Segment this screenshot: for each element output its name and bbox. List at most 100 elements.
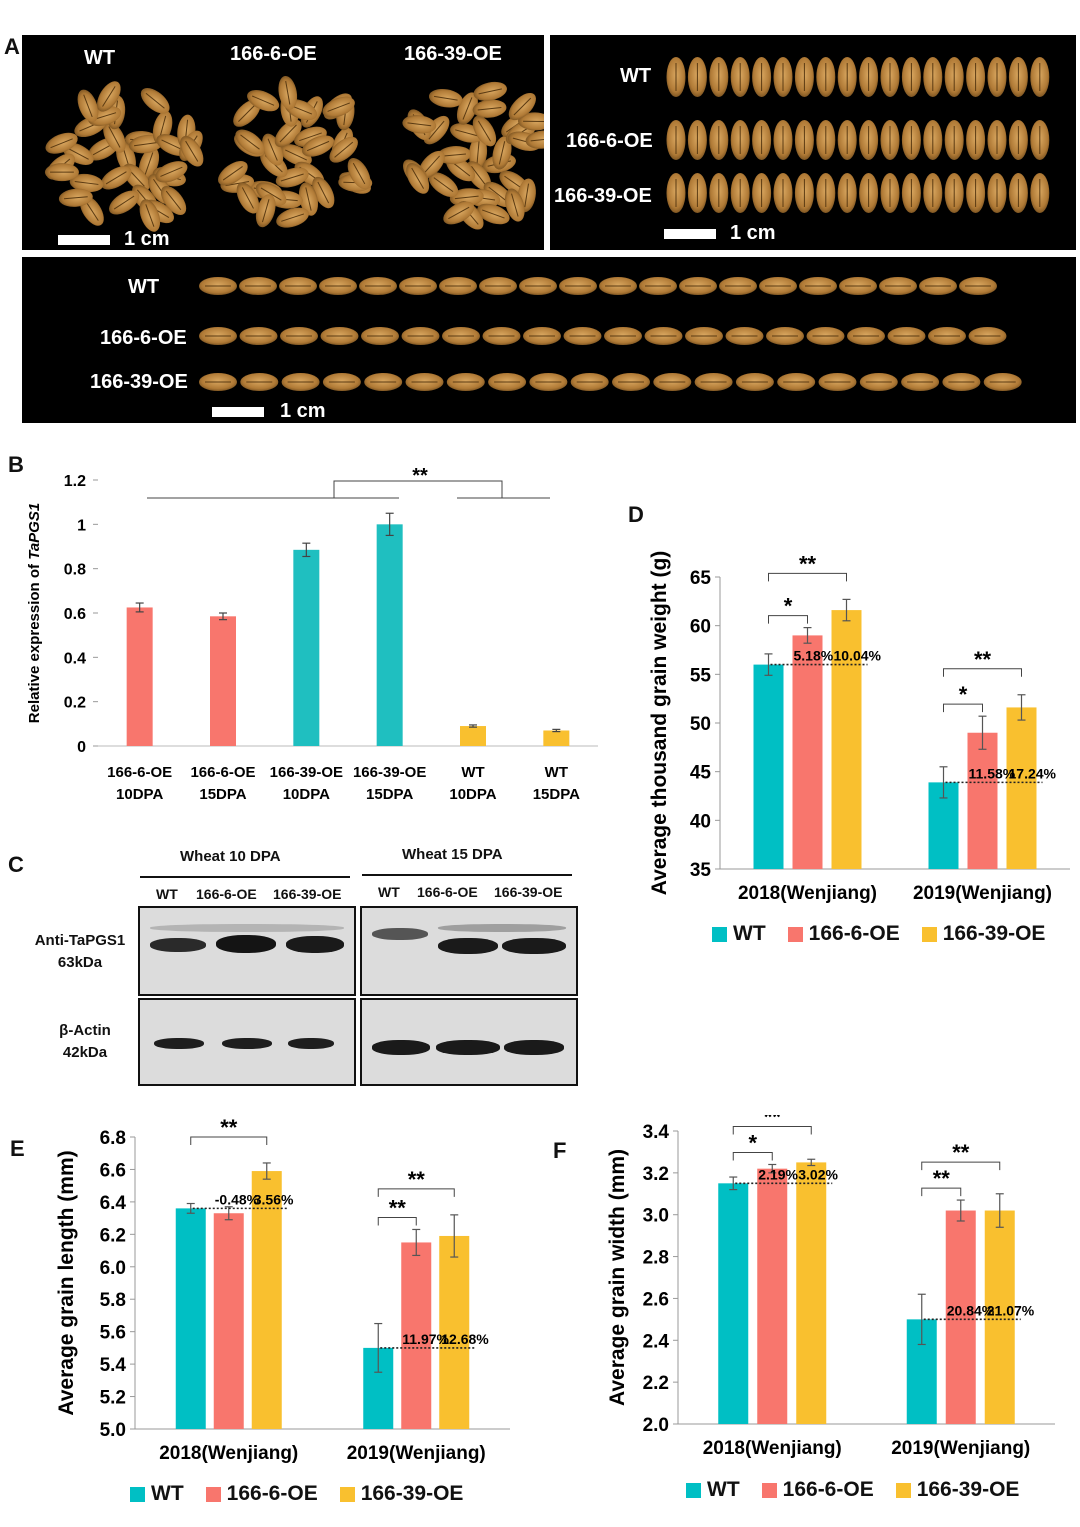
y-tick-label: 45 [690, 763, 712, 784]
grain-crease [476, 141, 480, 165]
bar [543, 730, 570, 746]
bar [1006, 707, 1037, 869]
grain-cluster-166-39 [402, 81, 560, 230]
x-tick-label: 15DPA [366, 786, 413, 803]
lane-label-wt: WT [156, 886, 178, 902]
grain-crease [455, 129, 479, 137]
significance-bracket [921, 1187, 962, 1197]
y-tick-label: 5.6 [100, 1323, 126, 1344]
photo-label-166-39: 166-39-OE [90, 371, 188, 393]
blot-row-label-tapgs1: Anti-TaPGS1 63kDa [20, 930, 140, 974]
grain-crease [261, 199, 270, 223]
bar [293, 549, 320, 746]
x-tick-label: 2019(Wenjiang) [913, 883, 1052, 904]
grain-crease [144, 152, 154, 176]
grain-crease [105, 171, 127, 185]
y-tick-label: 6.4 [100, 1193, 127, 1214]
y-tick-label: 5.0 [100, 1420, 126, 1441]
significance-label: ** [764, 1115, 782, 1129]
band [438, 938, 498, 954]
grain-crease [478, 88, 502, 95]
significance-label: * [748, 1130, 757, 1155]
band [504, 1040, 564, 1055]
percent-label: 20.84% [947, 1302, 995, 1318]
grain-crease [241, 187, 254, 209]
grain-crease [481, 209, 505, 219]
band [154, 1038, 204, 1049]
grain-crease [145, 204, 155, 227]
x-tick-label: 2018(Wenjiang) [703, 1438, 842, 1459]
blot-row-label-actin: β-Actin 42kDa [30, 1020, 140, 1064]
band [438, 924, 566, 932]
y-tick-label: 3.0 [643, 1206, 669, 1227]
y-tick-label: 50 [690, 714, 711, 735]
grain-crease [285, 149, 307, 161]
legend-swatch [895, 1482, 911, 1498]
legend-d: WT 166-6-OE 166-39-OE [712, 922, 1067, 946]
grain-crease [102, 86, 116, 107]
grain-crease [251, 95, 275, 106]
x-tick-label: 10DPA [283, 786, 330, 803]
y-tick-label: 6.0 [100, 1258, 126, 1279]
bar [796, 1162, 827, 1424]
bar [401, 1242, 432, 1429]
y-axis-title: Average thousand grain weight (g) [648, 551, 671, 896]
legend-swatch [205, 1486, 221, 1502]
grain-crease [442, 153, 466, 157]
grain-cluster-wt [44, 81, 204, 232]
significance-bracket [377, 1216, 417, 1226]
significance-bracket [333, 480, 503, 498]
molecular-weight: 63kDa [57, 954, 103, 971]
bar [792, 635, 823, 869]
grain-photo-length-rows: WT 166-6-OE 166-39-OE 1 cm [22, 257, 1076, 423]
grain-crease [423, 155, 440, 174]
grain-crease [267, 138, 278, 161]
grain-crease [260, 187, 282, 201]
y-tick-label: 55 [690, 665, 712, 686]
panel-letter-e: E [10, 1136, 25, 1161]
y-tick-label: 2.8 [643, 1248, 669, 1269]
grain-width-rows-drawing [666, 57, 1050, 213]
grain-crease [280, 173, 304, 182]
legend-swatch [339, 1486, 355, 1502]
antibody-name: β-Actin [59, 1022, 111, 1039]
x-tick-label: 166-39-OE [353, 764, 426, 781]
percent-label: 11.97% [402, 1331, 449, 1347]
photo-label-166-6: 166-6-OE [100, 327, 187, 349]
y-tick-label: 0.6 [64, 606, 86, 623]
bar [757, 1168, 788, 1424]
grain-crease [498, 141, 506, 165]
bar [126, 607, 153, 746]
grain-crease [161, 139, 184, 151]
panel-letter-c: C [8, 852, 24, 877]
legend-e: WT 166-6-OE 166-39-OE [130, 1482, 485, 1506]
percent-label: 12.68% [441, 1331, 489, 1347]
significance-label: * [959, 682, 968, 707]
y-tick-label: 65 [690, 568, 712, 589]
significance-label: ** [412, 465, 428, 487]
y-tick-label: 2.0 [643, 1415, 669, 1436]
scale-bar [664, 229, 716, 239]
x-tick-label: WT [461, 764, 484, 781]
percent-label: 17.24% [1009, 765, 1057, 781]
legend-label: WT [733, 922, 766, 945]
legend-label: 166-39-OE [360, 1482, 464, 1505]
bar [210, 616, 236, 746]
grain-crease [524, 183, 530, 208]
photo-label-166-6: 166-6-OE [566, 130, 653, 152]
grain-crease [238, 104, 256, 122]
grain-cluster-166-6 [218, 75, 373, 228]
legend-label: 166-6-OE [226, 1482, 318, 1505]
molecular-weight: 42kDa [62, 1044, 108, 1061]
lane-label-166-6: 166-6-OE [417, 884, 478, 900]
grain-crease [352, 162, 366, 185]
y-tick-label: 3.4 [643, 1122, 670, 1143]
blot-actin-15dpa [360, 998, 578, 1086]
percent-label: 3.56% [254, 1191, 294, 1207]
antibody-name: Anti-TaPGS1 [34, 932, 126, 949]
band [288, 1038, 334, 1049]
percent-label: 2.19% [758, 1166, 798, 1182]
grain-crease [50, 138, 73, 149]
y-tick-label: 5.4 [100, 1355, 127, 1376]
lane-label-166-39: 166-39-OE [494, 884, 563, 900]
